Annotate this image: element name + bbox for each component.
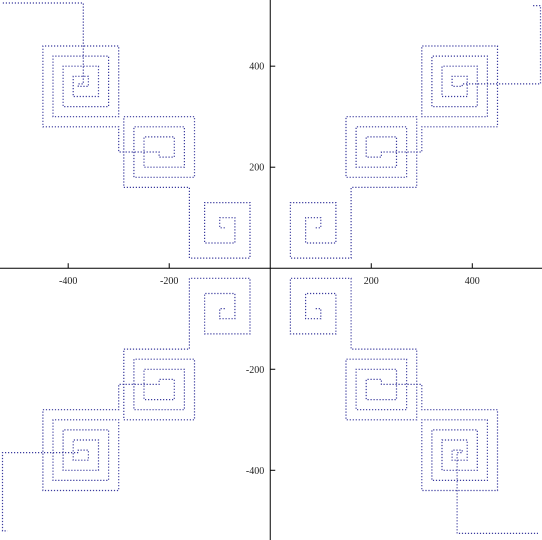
y-tick-label: 400 — [249, 62, 264, 73]
x-tick-label: -200 — [160, 276, 178, 287]
x-tick-label: 400 — [465, 276, 480, 287]
x-tick-label: 200 — [364, 276, 379, 287]
curve — [1, 277, 251, 532]
curve — [2, 2, 251, 259]
x-tick-label: -400 — [59, 276, 77, 287]
y-tick-label: -400 — [246, 466, 264, 477]
curve — [289, 277, 538, 535]
curve — [289, 4, 542, 259]
y-tick-label: 200 — [249, 163, 264, 174]
y-tick-label: -200 — [246, 365, 264, 376]
